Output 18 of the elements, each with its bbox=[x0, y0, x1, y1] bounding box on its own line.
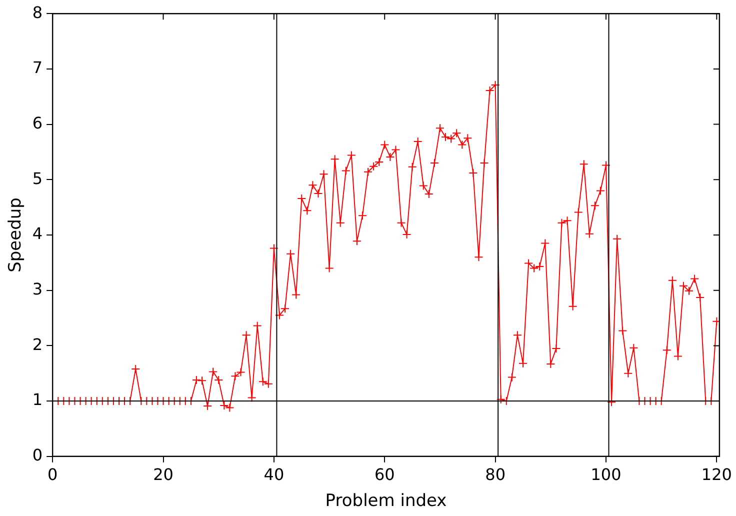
y-tick-label: 4 bbox=[32, 224, 43, 244]
y-tick-label: 3 bbox=[32, 280, 43, 299]
y-tick-label: 7 bbox=[32, 58, 43, 78]
x-tick-label: 60 bbox=[374, 465, 395, 484]
y-tick-label: 5 bbox=[32, 168, 43, 188]
x-tick-label: 20 bbox=[153, 465, 174, 484]
y-tick-label: 2 bbox=[32, 334, 43, 354]
y-tick-label: 6 bbox=[32, 113, 43, 132]
x-tick-label: 80 bbox=[485, 465, 506, 484]
x-tick-label: 40 bbox=[264, 465, 284, 484]
x-axis-title: Problem index bbox=[325, 491, 447, 512]
x-tick-label: 120 bbox=[701, 465, 732, 484]
y-tick-label: 8 bbox=[32, 2, 43, 22]
x-tick-label: 0 bbox=[47, 465, 58, 484]
y-tick-label: 1 bbox=[32, 390, 43, 410]
x-tick-label: 100 bbox=[590, 465, 622, 484]
y-tick-label: 0 bbox=[32, 446, 43, 465]
y-axis-title: Speedup bbox=[6, 198, 26, 272]
